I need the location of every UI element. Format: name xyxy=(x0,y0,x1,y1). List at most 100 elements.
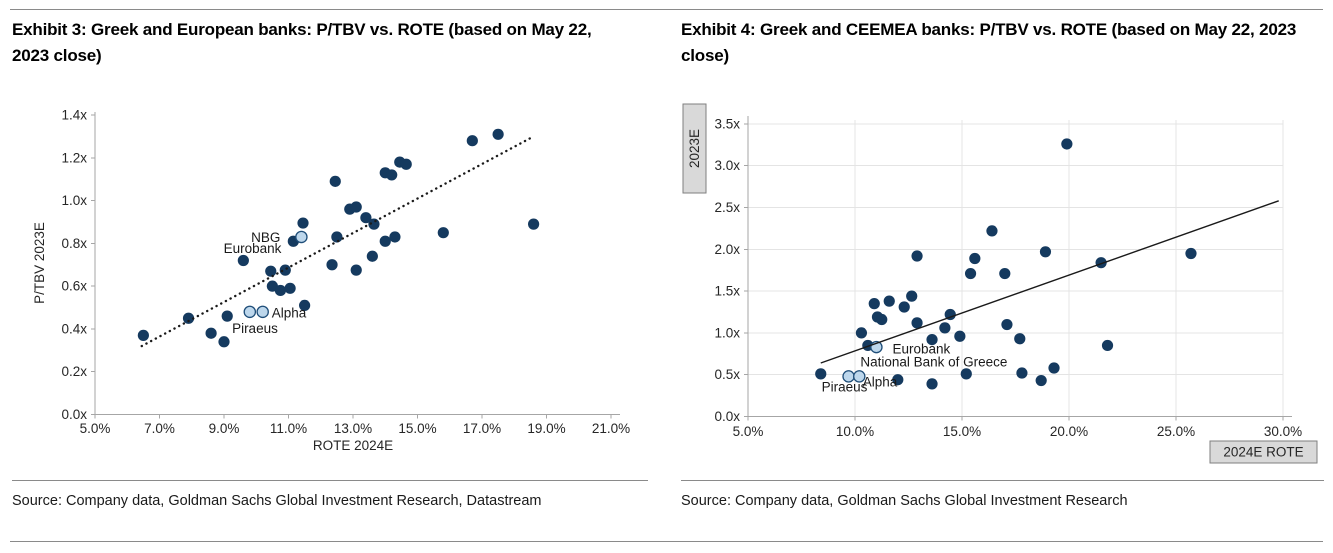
data-point xyxy=(906,290,918,302)
data-point xyxy=(368,218,380,230)
exhibit-3-source: Source: Company data, Goldman Sachs Glob… xyxy=(12,493,542,509)
data-point xyxy=(279,264,291,276)
data-point xyxy=(986,225,998,237)
x-axis-title-box xyxy=(1209,440,1318,464)
bank-point-piraeus xyxy=(243,305,257,319)
x-tick-label: 25.0% xyxy=(1157,424,1195,439)
top-divider xyxy=(10,9,1323,10)
data-point xyxy=(815,368,827,380)
data-point xyxy=(182,312,195,324)
data-point xyxy=(366,250,378,262)
x-axis-title: ROTE 2024E xyxy=(313,438,393,453)
data-point xyxy=(331,231,343,243)
data-point xyxy=(400,158,412,170)
data-point xyxy=(926,378,938,390)
x-tick-label: 11.0% xyxy=(270,421,307,436)
data-point xyxy=(892,374,904,386)
data-point xyxy=(437,227,449,239)
data-point xyxy=(386,169,398,181)
y-tick-label: 1.0x xyxy=(61,193,87,208)
data-point xyxy=(205,327,217,339)
data-point xyxy=(1095,257,1107,269)
x-tick-label: 30.0% xyxy=(1264,424,1302,439)
data-point xyxy=(1016,367,1028,379)
y-tick-label: 0.0x xyxy=(61,407,87,422)
data-point xyxy=(868,298,880,310)
y-tick-label: 0.4x xyxy=(61,321,87,336)
data-point xyxy=(1014,333,1026,345)
data-point xyxy=(1035,374,1047,387)
data-point xyxy=(492,128,504,140)
y-tick-label: 1.4x xyxy=(61,108,87,123)
y-tick-label: 0.0x xyxy=(714,409,740,424)
data-point xyxy=(389,231,401,243)
data-point xyxy=(379,235,391,247)
x-tick-label: 20.0% xyxy=(1050,424,1088,439)
point-label: Alpha xyxy=(863,374,898,389)
data-point xyxy=(964,267,977,280)
point-label: Eurobank xyxy=(224,241,282,256)
point-label: Piraeus xyxy=(232,321,278,336)
y-tick-label: 0.5x xyxy=(714,367,740,382)
bottom-divider xyxy=(10,541,1323,542)
data-point xyxy=(237,254,249,267)
point-label: Eurobank xyxy=(892,341,950,356)
x-tick-label: 17.0% xyxy=(463,421,501,436)
y-tick-label: 1.2x xyxy=(61,150,87,165)
data-point xyxy=(360,212,372,224)
data-point xyxy=(1185,247,1197,260)
y-tick-label: 1.0x xyxy=(714,325,740,340)
data-point xyxy=(1048,362,1060,374)
bank-point-alpha xyxy=(853,370,866,383)
data-point xyxy=(297,217,309,229)
bank-point-nbg xyxy=(295,230,308,244)
data-point xyxy=(274,284,287,297)
data-point xyxy=(466,135,478,147)
data-point xyxy=(926,333,938,346)
data-point xyxy=(944,308,956,321)
y-tick-label: 0.8x xyxy=(61,236,87,251)
x-axis-title: 2024E ROTE xyxy=(1223,445,1303,460)
point-label: Piraeus xyxy=(822,379,868,394)
exhibit-4-source: Source: Company data, Goldman Sachs Glob… xyxy=(681,493,1128,509)
data-point xyxy=(911,250,923,262)
x-tick-label: 15.0% xyxy=(943,424,981,439)
data-point xyxy=(326,259,338,271)
y-tick-label: 0.2x xyxy=(61,364,87,379)
exhibit-3-scatter-chart: 5.0% 7.0% 9.0% 11.0% 13.0% 15.0% 17.0% 19.0% 21.… xyxy=(32,108,630,453)
data-point xyxy=(960,368,972,380)
data-point xyxy=(939,322,951,334)
data-point xyxy=(898,301,910,313)
exhibit-4-title: Exhibit 4: Greek and CEEMEA banks: P/TBV… xyxy=(681,20,1297,65)
data-point xyxy=(350,264,362,276)
exhibit-4-scatter-chart: 5.0% 10.0% 15.0% 20.0% 25.0% 30.0% 0.0x 0.5x 1.0… xyxy=(682,103,1318,464)
x-tick-label: 19.0% xyxy=(527,421,565,436)
data-point xyxy=(299,299,311,312)
data-point xyxy=(1101,339,1114,352)
point-label: NBG xyxy=(251,230,280,245)
data-point xyxy=(883,295,895,307)
trend-line xyxy=(820,200,1279,364)
x-tick-label: 9.0% xyxy=(209,421,240,436)
data-point xyxy=(329,175,341,187)
data-point xyxy=(1039,246,1052,258)
x-tick-label: 7.0% xyxy=(144,421,175,436)
source-divider-right xyxy=(681,480,1324,481)
y-tick-label: 3.5x xyxy=(714,116,740,131)
y-tick-label: 1.5x xyxy=(714,284,740,299)
data-point xyxy=(1001,318,1013,331)
data-point xyxy=(1061,138,1073,150)
x-tick-label: 13.0% xyxy=(334,421,372,436)
data-point xyxy=(218,336,230,348)
y-tick-label: 2.5x xyxy=(714,200,740,215)
data-point xyxy=(876,313,888,326)
point-label: National Bank of Greece xyxy=(860,355,1007,370)
source-divider-left xyxy=(12,480,648,481)
y-tick-label: 3.0x xyxy=(714,158,740,173)
exhibit-3-title: Exhibit 3: Greek and European banks: P/T… xyxy=(12,20,592,65)
data-point xyxy=(284,282,296,294)
data-point xyxy=(954,330,966,342)
x-tick-label: 15.0% xyxy=(398,421,436,436)
bank-point-alpha xyxy=(256,305,269,319)
